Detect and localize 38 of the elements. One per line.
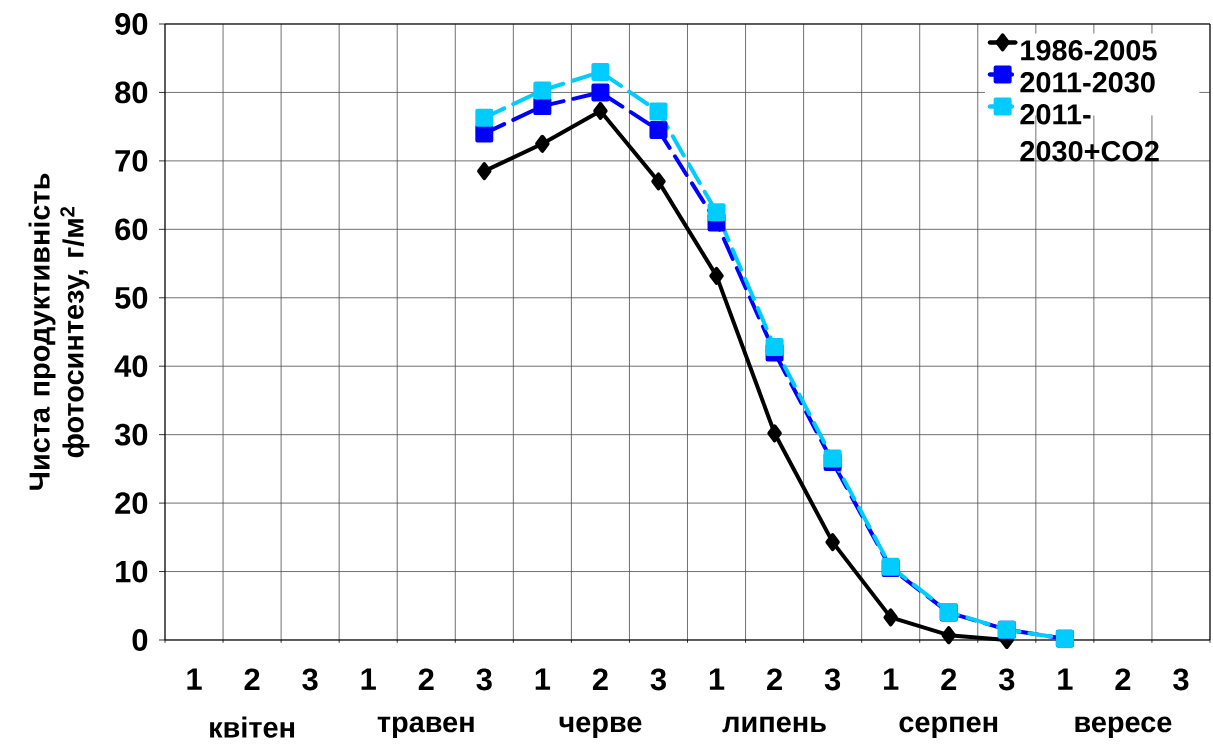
x-tick-label: 2 [244,668,260,690]
x-tick-label: 3 [476,668,492,691]
legend-label: 1986-2005 [1021,39,1157,61]
x-tick-label: 1 [187,668,202,690]
x-tick-label: 3 [302,668,318,691]
y-tick-label: 20 [115,492,148,514]
x-tick-label: 2 [767,668,782,690]
text: вересе [1075,716,1172,738]
text: серпен [899,716,998,738]
legend-label: 2011-2030 [1020,71,1155,93]
x-tick-label: 1 [535,668,551,690]
y-tick-label: 70 [115,149,148,172]
y-tick-label: 30 [114,423,148,446]
x-tick-label: 3 [650,668,666,691]
x-tick-label: 2 [418,668,434,690]
x-tick-label: 3 [998,668,1015,691]
text: квітен [210,716,295,738]
text: травен [377,716,474,738]
text: липень [722,716,826,733]
y-tick-label: 0 [132,628,148,651]
legend-label: 2011-2030+CO2 [1020,103,1159,162]
y-tick-label: 60 [115,218,148,241]
y-tick-label: 10 [116,560,148,583]
x-tick-label: 2 [592,668,608,690]
text: черве [559,716,642,738]
x-tick-label: 3 [1173,668,1189,691]
y-tick-label: 50 [115,286,148,309]
y-tick-label: 40 [114,355,148,377]
x-tick-label: 1 [709,668,725,690]
y-tick-label: 80 [115,81,148,104]
x-tick-label: 2 [941,668,957,690]
y-tick-label: 90 [115,12,148,35]
y-axis-title: Чиста продуктивність фотосинтезу, г/м$^{2}$ [28,173,90,490]
x-tick-label: 3 [824,668,841,691]
x-tick-label: 2 [1115,668,1131,690]
x-tick-label: 1 [361,668,376,690]
x-tick-label: 1 [884,668,899,690]
x-tick-label: 1 [1058,668,1073,690]
